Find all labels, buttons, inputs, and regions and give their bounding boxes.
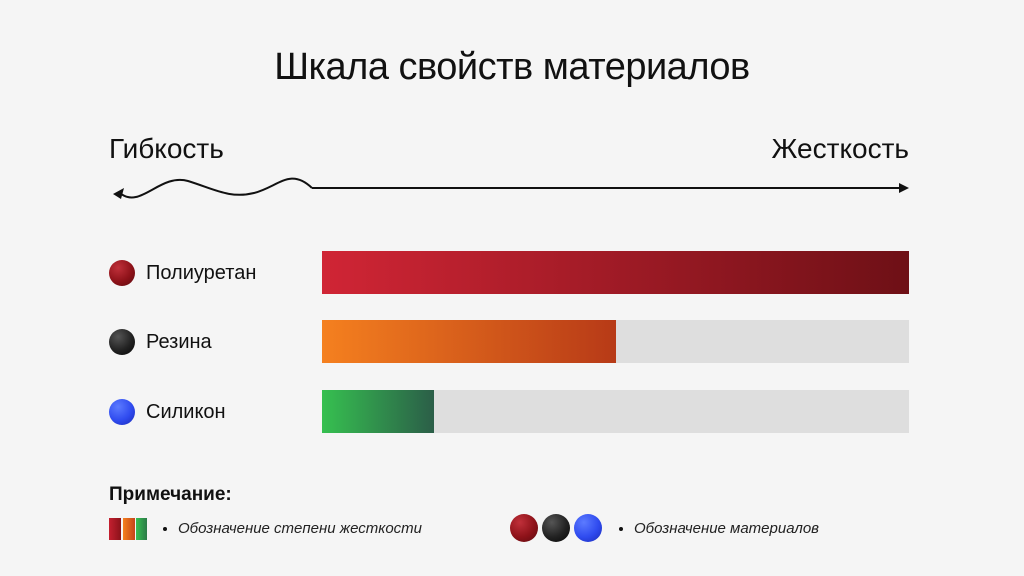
swatch-green	[136, 518, 147, 540]
axis-left-arrowhead	[113, 188, 124, 199]
rubber-marker-dot	[109, 329, 135, 355]
bullet-dot-icon	[619, 527, 623, 531]
silicone-marker-dot	[109, 399, 135, 425]
bar-track-polyurethane	[322, 251, 909, 294]
bar-polyurethane	[322, 251, 909, 294]
bar-label-silicone: Силикон	[146, 401, 226, 423]
polyurethane-marker-dot	[109, 260, 135, 286]
wavy-axis-segment	[119, 177, 313, 199]
bar-label-polyurethane: Полиуретан	[146, 262, 257, 284]
bar-track-silicone	[322, 390, 909, 433]
swatch-orange	[123, 518, 135, 540]
legend-dot-red	[510, 514, 538, 542]
bullet-dot-icon	[163, 527, 167, 531]
scale-max-label: Жесткость	[771, 133, 909, 164]
legend-dot-black	[542, 514, 570, 542]
bar-track-rubber	[322, 320, 909, 363]
bar-rubber	[322, 320, 616, 363]
material-row-polyurethane: Полиуретан	[0, 251, 1024, 295]
bar-label-rubber: Резина	[146, 331, 212, 353]
axis-right-arrowhead	[899, 183, 909, 193]
stiffness-legend-text: Обозначение степени жесткости	[178, 520, 423, 537]
chart-title: Шкала свойств материалов	[274, 46, 750, 88]
scale-axis-arrow	[113, 177, 909, 199]
legend-dot-blue	[574, 514, 602, 542]
stiffness-legend-swatches	[109, 518, 149, 540]
swatch-red	[109, 518, 121, 540]
materials-legend-text: Обозначение материалов	[634, 520, 820, 537]
bar-silicone	[322, 390, 434, 433]
materials-legend-dots	[510, 514, 602, 544]
note-title: Примечание:	[109, 484, 232, 505]
material-row-rubber: Резина	[0, 320, 1024, 364]
material-row-silicone: Силикон	[0, 390, 1024, 434]
scale-min-label: Гибкость	[109, 133, 224, 164]
